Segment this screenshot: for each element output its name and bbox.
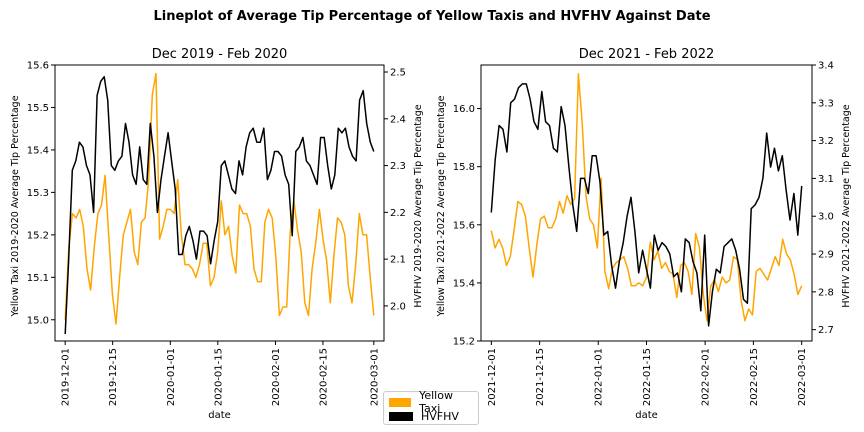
y-left-axis-label: Yellow Taxi 2019-2020 Average Tip Percen…: [10, 95, 21, 317]
chart-dec-2021-feb-2022: Dec 2021 - Feb 2022 2021-12-01 2021-12-15 2…: [436, 47, 852, 421]
y-left-tick-label: 15.4: [453, 278, 475, 289]
series-line-hvfhv: [64, 75, 375, 335]
series-line-yellow-taxi: [490, 72, 803, 322]
y-right-tick-label: 2.1: [390, 255, 406, 266]
x-tick-label: 2022-01-01: [594, 348, 605, 406]
y-right-tick-label: 2.4: [390, 114, 406, 125]
legend-label-yellow-taxi: Yellow Taxi: [419, 389, 453, 415]
x-tick-label: 2020-01-01: [166, 348, 177, 406]
y-left-tick-label: 15.2: [27, 230, 49, 241]
legend-label-hvfhv: HVFHV: [421, 409, 459, 423]
y-right-tick-label: 2.3: [390, 161, 406, 172]
y-left-tick-label: 15.2: [453, 337, 475, 348]
y-left-axis-label: Yellow Taxi 2021-2022 Average Tip Percen…: [436, 95, 447, 317]
x-tick-label: 2019-12-01: [61, 348, 72, 406]
yellow-taxi-swatch: [389, 397, 412, 407]
y-left-tick-label: 15.6: [453, 220, 475, 231]
y-right-axis-label: HVFHV 2021-2022 Average Tip Percentage: [841, 104, 852, 307]
x-tick-label: 2020-03-01: [369, 348, 380, 406]
series-line-yellow-taxi: [64, 72, 375, 325]
y-right-tick-label: 2.5: [390, 68, 406, 79]
chart-title: Dec 2019 - Feb 2020: [152, 47, 288, 62]
x-tick-label: 2021-12-01: [487, 348, 498, 406]
chart-dec-2019-feb-2020: Dec 2019 - Feb 2020 2019-12-01 2019-12-15 2…: [10, 47, 424, 421]
y-left-tick-label: 15.1: [27, 273, 49, 284]
x-axis-label: date: [208, 410, 231, 421]
y-right-tick-label: 2.8: [818, 287, 834, 298]
y-right-tick-label: 3.2: [818, 136, 834, 147]
y-left-tick-label: 15.8: [453, 162, 475, 173]
y-left-tick-label: 15.6: [27, 61, 49, 72]
chart-title: Dec 2021 - Feb 2022: [579, 47, 715, 62]
y-right-tick-label: 3.1: [818, 174, 834, 185]
y-right-tick-label: 2.2: [390, 208, 406, 219]
x-tick-label: 2020-02-01: [271, 348, 282, 406]
y-right-tick-label: 2.7: [818, 325, 834, 336]
y-right-tick-label: 3.4: [818, 61, 834, 72]
y-right-tick-label: 3.0: [818, 212, 834, 223]
y-right-tick-label: 2.9: [818, 250, 834, 261]
x-tick-label: 2022-01-15: [642, 348, 653, 406]
y-right-axis-label: HVFHV 2019-2020 Average Tip Percentage: [413, 104, 424, 307]
y-left-tick-label: 15.4: [27, 145, 49, 156]
x-axis-label: date: [635, 410, 658, 421]
hvfhv-swatch: [389, 411, 413, 421]
x-tick-label: 2021-12-15: [535, 348, 546, 406]
x-tick-label: 2020-01-15: [213, 348, 224, 406]
x-tick-label: 2022-02-01: [701, 348, 712, 406]
legend-item-hvfhv: HVFHV: [389, 409, 473, 423]
legend: Yellow Taxi HVFHV: [383, 389, 479, 425]
x-tick-label: 2020-02-15: [318, 348, 329, 406]
y-left-tick-label: 16.0: [453, 104, 475, 115]
y-left-tick-label: 15.3: [27, 188, 49, 199]
plot-frame: [54, 64, 385, 342]
series-line-hvfhv: [490, 83, 803, 327]
figure-title: Lineplot of Average Tip Percentage of Ye…: [153, 9, 710, 24]
legend-item-yellow-taxi: Yellow Taxi: [389, 389, 473, 415]
x-tick-label: 2019-12-15: [108, 348, 119, 406]
x-tick-label: 2022-03-01: [797, 348, 808, 406]
x-tick-label: 2022-02-15: [749, 348, 760, 406]
y-left-tick-label: 15.0: [27, 315, 49, 326]
y-left-tick-label: 15.5: [27, 103, 49, 114]
y-right-tick-label: 2.0: [390, 301, 406, 312]
y-right-tick-label: 3.3: [818, 98, 834, 109]
